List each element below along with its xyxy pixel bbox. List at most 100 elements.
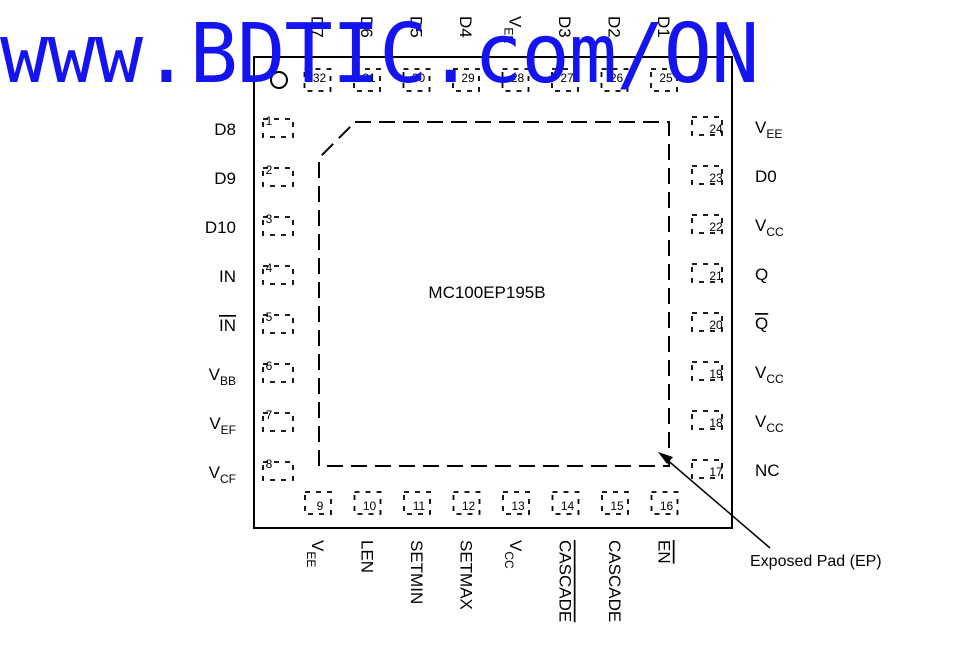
pin-25: 25 D1 [650,16,678,92]
pin-pad-17 [691,459,723,479]
pin-pad-3 [262,216,294,236]
pin-name-top-27: D3 [555,16,574,38]
pin-name-left-6: VBB [209,365,236,388]
pin-2: 2 D9 [214,163,294,188]
pin-pad-1 [262,118,294,138]
pin-number-29: 29 [461,71,475,85]
pin-name-left-3: D10 [205,218,236,237]
pin-pad-32 [303,68,332,92]
pin-name-right-17: NC [755,461,780,480]
pin-number-12: 12 [462,499,476,513]
pin-number-7: 7 [266,408,273,422]
pin-pad-21 [691,263,723,283]
pin-13: 13 VCC [502,491,530,569]
pin-pad-11 [403,491,431,515]
pin-number-11: 11 [413,499,426,513]
pin-number-8: 8 [266,457,273,471]
pin-number-18: 18 [709,416,723,430]
pin-26: 26 D2 [600,16,629,92]
pin-number-24: 24 [709,122,723,136]
part-number: MC100EP195B [428,283,545,302]
pin-number-26: 26 [610,71,624,85]
pin-number-19: 19 [709,367,723,381]
pin-29: 29 D4 [452,16,480,92]
pin-pad-16 [650,491,679,515]
pin-name-bottom-13: VCC [502,540,525,569]
pin-name-right-20: Q [755,314,768,333]
pin-3: 3 D10 [205,212,294,237]
pin-pad-20 [691,312,723,332]
pin-pad-28 [501,68,530,92]
pin-31: 31 D6 [353,16,381,92]
pin-number-9: 9 [317,499,324,513]
pin-23: 23 D0 [691,165,777,186]
pin-number-10: 10 [363,499,377,513]
pin-name-right-21: Q [755,265,768,284]
pin-pad-29 [452,68,480,92]
pin-pad-7 [262,412,294,432]
pin-name-left-1: D8 [214,120,236,139]
pin-pad-15 [601,491,629,515]
pin-18: 18 VCC [691,410,784,435]
ep-pointer-line [664,457,771,549]
pin-21: 21 Q [691,263,768,284]
pin-number-5: 5 [266,310,273,324]
pin-7: 7 VEF [209,408,294,437]
pin-11: 11 SETMIN [403,491,431,604]
pin-number-15: 15 [610,499,624,513]
pin-name-bottom-11: SETMIN [407,540,426,604]
package-outline [253,56,733,529]
pin-name-bottom-9: VEE [304,540,327,567]
pin-number-1: 1 [266,114,273,128]
pin-name-bottom-10: LEN [358,540,377,573]
pin-number-22: 22 [709,220,723,234]
pin-number-3: 3 [266,212,273,226]
pin-name-right-18: VCC [755,412,784,435]
ep-label: Exposed Pad (EP) [750,553,882,570]
pin-name-left-7: VEF [209,414,236,437]
pin-name-top-26: D2 [605,16,624,38]
pin-number-17: 17 [709,465,723,479]
pin-pad-2 [262,167,294,187]
pin-pad-18 [691,410,723,430]
exposed-pad-outline [318,121,670,467]
pin-number-14: 14 [561,499,575,513]
pin-number-28: 28 [511,71,525,85]
pin-10: 10 LEN [353,491,382,573]
pin-name-right-23: D0 [755,167,777,186]
ep-pointer-arrowhead [658,452,673,464]
pin-number-30: 30 [412,71,426,85]
pin-pad-5 [262,314,294,334]
pin-number-6: 6 [266,359,273,373]
pin-20: 20 Q [691,312,768,333]
pin-28: 28 VEE [501,16,530,92]
pin-name-bottom-12: SETMAX [457,540,476,610]
watermark: www.BDTIC.com/ON [0,7,759,102]
pin-pad-30 [402,68,431,92]
pin-pad-23 [691,165,723,185]
pin-32: 32 D7 [303,16,332,92]
pin-pad-12 [452,491,481,515]
pin-number-13: 13 [511,499,525,513]
pin-22: 22 VCC [691,214,784,239]
pin-24: 24 VEE [691,116,782,141]
pin-16: 16 EN [650,491,679,564]
pin-name-bottom-15: CASCADE [605,540,624,622]
pin-30: 30 D5 [402,16,431,92]
pin-name-right-19: VCC [755,363,784,386]
pin-pad-13 [502,491,530,515]
pin-pad-27 [551,68,579,92]
pin-8: 8 VCF [209,457,294,486]
pin-name-left-5: IN [219,316,236,335]
pin-17: 17 NC [691,459,780,480]
pin-name-top-32: D7 [308,16,327,38]
pin-name-bottom-14: CASCADE [556,540,575,622]
pin-name-left-4: IN [219,267,236,286]
pin-name-top-28: VEE [502,16,525,43]
pin-pad-22 [691,214,723,234]
pins-layer: 1 D8 2 D9 3 D10 4 IN 5 IN 6 VBB 7 VEF 8 VCF 17 NC 18 VCC 19 V… [205,16,784,622]
pin-number-21: 21 [709,269,723,283]
pin-27: 27 D3 [551,16,579,92]
pin-pad-14 [551,491,580,515]
